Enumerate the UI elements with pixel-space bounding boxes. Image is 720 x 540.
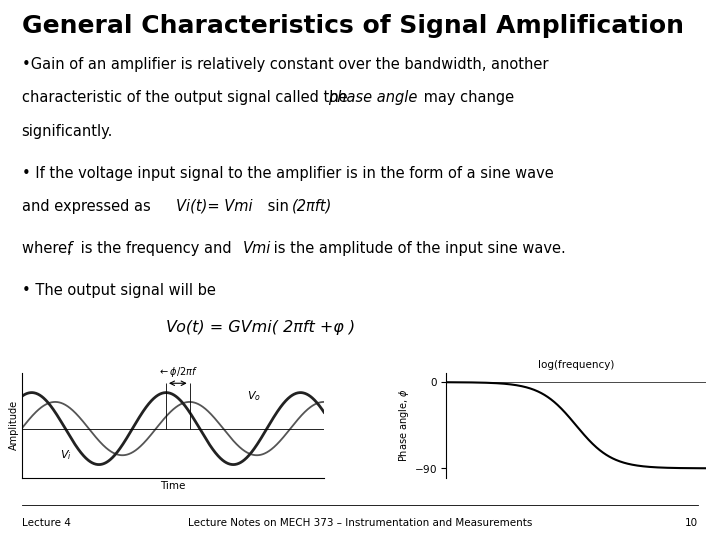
Text: Vi(t)= Vmi: Vi(t)= Vmi xyxy=(176,199,253,214)
Text: Vo(t) = GVmi( 2πft +φ ): Vo(t) = GVmi( 2πft +φ ) xyxy=(166,320,355,334)
Title: log(frequency): log(frequency) xyxy=(538,360,614,370)
Text: Lecture Notes on MECH 373 – Instrumentation and Measurements: Lecture Notes on MECH 373 – Instrumentat… xyxy=(188,518,532,528)
Text: General Characteristics of Signal Amplification: General Characteristics of Signal Amplif… xyxy=(22,14,683,37)
Text: $V_i$: $V_i$ xyxy=(60,448,72,462)
Text: where,: where, xyxy=(22,241,76,256)
Text: phase angle: phase angle xyxy=(328,90,417,105)
Text: • If the voltage input signal to the amplifier is in the form of a sine wave: • If the voltage input signal to the amp… xyxy=(22,166,554,180)
Text: and expressed as: and expressed as xyxy=(22,199,164,214)
Text: significantly.: significantly. xyxy=(22,124,113,139)
Y-axis label: Amplitude: Amplitude xyxy=(9,400,19,450)
Text: $V_o$: $V_o$ xyxy=(247,389,261,403)
Text: Vmi: Vmi xyxy=(243,241,271,256)
Text: Lecture 4: Lecture 4 xyxy=(22,518,71,528)
Text: • The output signal will be: • The output signal will be xyxy=(22,283,215,298)
Text: characteristic of the output signal called the: characteristic of the output signal call… xyxy=(22,90,352,105)
Text: •Gain of an amplifier is relatively constant over the bandwidth, another: •Gain of an amplifier is relatively cons… xyxy=(22,57,548,72)
X-axis label: Time: Time xyxy=(160,481,186,491)
Text: 10: 10 xyxy=(685,518,698,528)
Text: may change: may change xyxy=(419,90,514,105)
Text: $\leftarrow \phi/2\pi f$: $\leftarrow \phi/2\pi f$ xyxy=(158,365,198,379)
Y-axis label: Phase angle, $\phi$: Phase angle, $\phi$ xyxy=(397,388,410,462)
Text: is the amplitude of the input sine wave.: is the amplitude of the input sine wave. xyxy=(269,241,566,256)
Text: sin: sin xyxy=(263,199,293,214)
Text: is the frequency and: is the frequency and xyxy=(76,241,237,256)
Text: f: f xyxy=(67,241,72,256)
Text: (2πft): (2πft) xyxy=(292,199,332,214)
